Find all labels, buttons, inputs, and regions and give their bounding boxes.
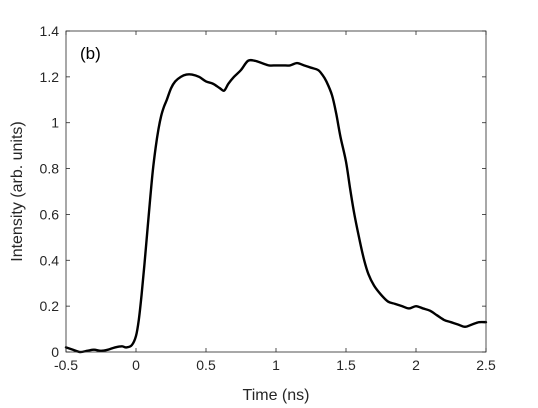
- x-tick-label: 1: [272, 357, 280, 373]
- y-tick-label: 1.2: [40, 69, 60, 85]
- x-tick-label: 2: [412, 357, 420, 373]
- ticks-layer: -0.5 0 0.5 1 1.5 2 2.500.20.40.60.811.21.4: [40, 23, 496, 373]
- x-axis-label: Time (ns): [243, 387, 310, 404]
- x-tick-label: 1.5: [336, 357, 356, 373]
- intensity-series-line: [64, 58, 488, 354]
- y-tick-label: 0.6: [40, 206, 60, 222]
- x-tick-label: 0: [132, 357, 140, 373]
- y-tick-label: 0: [51, 344, 59, 360]
- plot-area: [66, 31, 486, 352]
- y-axis-label: Intensity (arb. units): [9, 121, 26, 262]
- x-tick-label: 2.5: [476, 357, 496, 373]
- y-tick-label: 0.2: [40, 298, 60, 314]
- y-tick-label: 1: [51, 115, 59, 131]
- panel-label: (b): [80, 44, 101, 63]
- x-tick-label: -0.5: [54, 357, 78, 373]
- y-tick-label: 0.8: [40, 161, 60, 177]
- y-tick-label: 0.4: [40, 252, 60, 268]
- x-tick-label: 0.5: [196, 357, 216, 373]
- y-tick-label: 1.4: [40, 23, 60, 39]
- plot-frame: [65, 30, 487, 353]
